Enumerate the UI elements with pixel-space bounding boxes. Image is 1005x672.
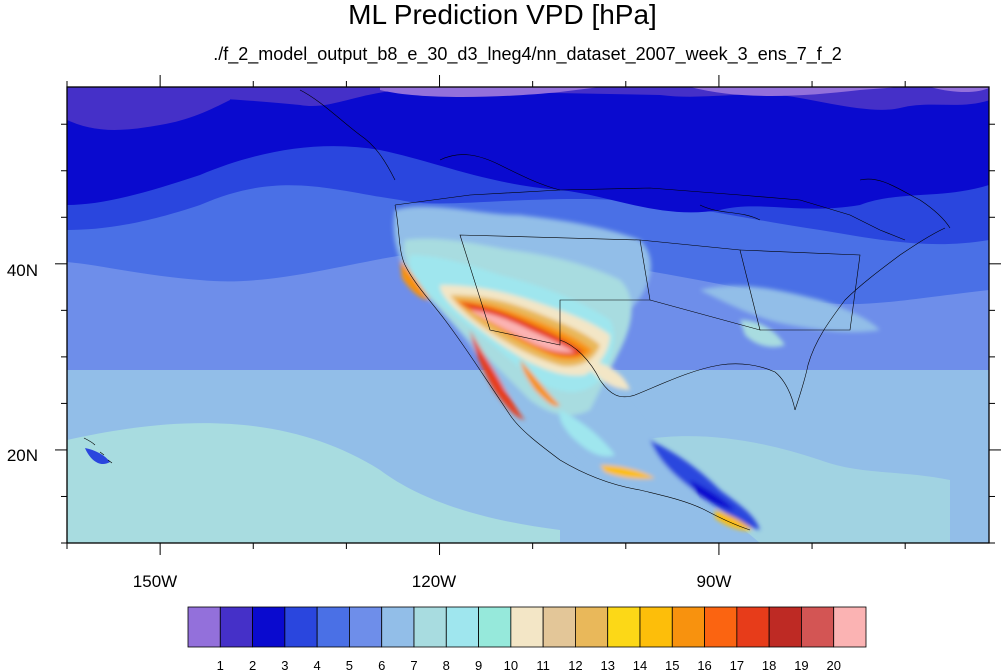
colorbar-tick-label: 6 [378, 658, 385, 672]
colorbar-swatch [284, 606, 318, 648]
lat-label-40n: 40N [7, 261, 38, 280]
colorbar-swatch [607, 606, 641, 648]
lat-label-20n: 20N [7, 446, 38, 465]
colorbar-tick-label: 19 [794, 658, 808, 672]
map-subtitle: ./f_2_model_output_b8_e_30_d3_lneg4/nn_d… [213, 44, 842, 64]
lon-label-120w: 120W [412, 572, 456, 591]
colorbar-tick-label: 12 [568, 658, 582, 672]
colorbar-tick-label: 14 [633, 658, 647, 672]
colorbar-tick-label: 9 [475, 658, 482, 672]
colorbar-swatch [187, 606, 221, 648]
colorbar-swatch [413, 606, 447, 648]
colorbar-tick-label: 4 [314, 658, 321, 672]
colorbar-swatch [833, 606, 867, 648]
colorbar-tick-label: 7 [410, 658, 417, 672]
colorbar-tick-label: 1 [217, 658, 224, 672]
colorbar-tick-label: 18 [762, 658, 776, 672]
lon-label-150w: 150W [133, 572, 177, 591]
colorbar-swatch [639, 606, 673, 648]
colorbar-tick-label: 5 [346, 658, 353, 672]
colorbar-tick-label: 16 [697, 658, 711, 672]
colorbar-swatch [801, 606, 835, 648]
colorbar: 1 2 3 4 5 6 7 8 9 10 11 12 13 14 15 16 17 18 19 20 [187, 606, 867, 672]
axis-ticks [55, 75, 1001, 555]
colorbar-tick-label: 13 [600, 658, 614, 672]
colorbar-tick-label: 11 [536, 658, 550, 672]
map-title: ML Prediction VPD [hPa] [348, 0, 657, 30]
colorbar-swatch [768, 606, 802, 648]
colorbar-swatch [671, 606, 705, 648]
colorbar-swatch [704, 606, 738, 648]
colorbar-swatch [349, 606, 383, 648]
colorbar-tick-label: 20 [826, 658, 840, 672]
colorbar-tick-label: 8 [443, 658, 450, 672]
lon-label-90w: 90W [697, 572, 732, 591]
colorbar-swatch [219, 606, 253, 648]
colorbar-swatch [736, 606, 770, 648]
colorbar-tick-label: 3 [281, 658, 288, 672]
colorbar-tick-label: 2 [249, 658, 256, 672]
coastlines-and-borders [83, 89, 951, 531]
colorbar-swatch [542, 606, 576, 648]
vpd-field [67, 87, 989, 543]
colorbar-tick-label: 10 [504, 658, 518, 672]
colorbar-swatch [252, 606, 286, 648]
colorbar-swatch [510, 606, 544, 648]
colorbar-tick-label: 15 [665, 658, 679, 672]
colorbar-swatch [381, 606, 415, 648]
colorbar-swatch [478, 606, 512, 648]
colorbar-swatch [316, 606, 350, 648]
colorbar-swatch [445, 606, 479, 648]
colorbar-tick-label: 17 [730, 658, 744, 672]
plot-frame [66, 86, 990, 544]
colorbar-swatch [575, 606, 609, 648]
